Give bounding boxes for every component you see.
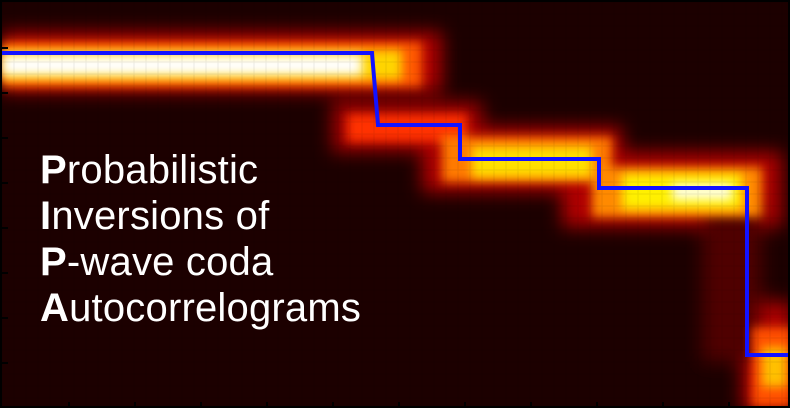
- logo-word: -wave coda: [66, 240, 274, 284]
- velocity-profile-line: [2, 51, 788, 357]
- logo-initial: P: [40, 148, 67, 192]
- logo-word: nversions of: [51, 194, 270, 238]
- logo-word: utocorrelograms: [69, 286, 362, 330]
- logo-line-3: P-wave coda: [40, 239, 361, 285]
- logo-line-2: Inversions of: [40, 193, 361, 239]
- logo-line-1: Probabilistic: [40, 147, 361, 193]
- logo-line-4: Autocorrelograms: [40, 285, 361, 331]
- logo-initial: P: [40, 240, 67, 284]
- logo-title: Probabilistic Inversions of P-wave coda …: [40, 147, 361, 331]
- logo-initial: A: [40, 286, 70, 330]
- logo-word: robabilistic: [66, 148, 259, 192]
- logo-initial: I: [40, 194, 52, 238]
- posterior-heatmap: [2, 2, 788, 406]
